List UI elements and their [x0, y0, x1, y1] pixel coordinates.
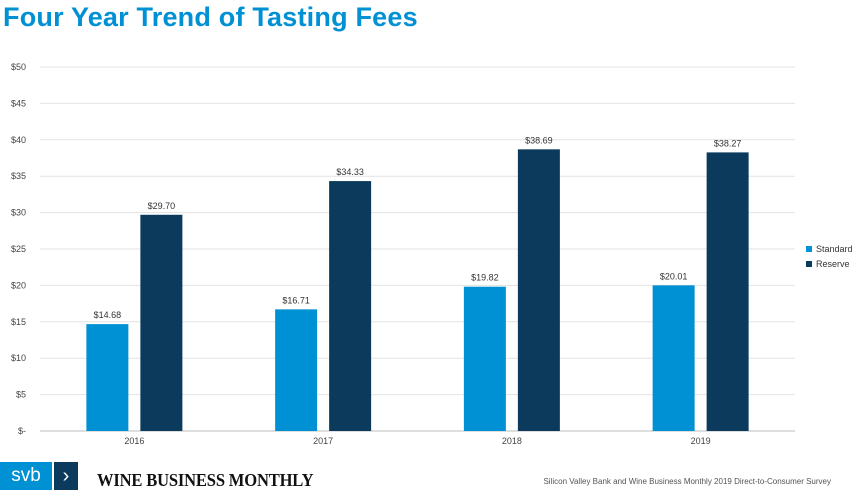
svb-logo: svb › [0, 462, 78, 490]
bar-reserve-2018 [517, 149, 560, 432]
y-tick-label: $30 [11, 208, 26, 218]
x-tick-label: 2018 [502, 436, 522, 446]
x-tick-label: 2016 [124, 436, 144, 446]
bar-standard-2016 [86, 324, 129, 431]
legend-label-standard: Standard [816, 243, 853, 254]
bar-reserve-2016 [140, 214, 183, 431]
chevron-right-icon: › [54, 462, 78, 490]
legend-item-standard: Standard [806, 241, 853, 256]
y-tick-label: $20 [11, 280, 26, 290]
legend-swatch-reserve [806, 260, 812, 267]
legend-label-reserve: Reserve [816, 258, 850, 269]
source-note: Silicon Valley Bank and Wine Business Mo… [543, 477, 831, 486]
data-label: $19.82 [471, 273, 499, 283]
data-label: $34.33 [336, 167, 364, 177]
y-tick-label: $10 [11, 353, 26, 363]
bar-reserve-2017 [329, 181, 372, 431]
y-tick-label: $35 [11, 171, 26, 181]
x-tick-label: 2017 [313, 436, 333, 446]
bar-standard-2017 [275, 309, 318, 431]
data-label: $38.27 [714, 138, 742, 148]
bar-standard-2019 [652, 285, 695, 431]
y-tick-label: $40 [11, 135, 26, 145]
y-tick-label: $50 [11, 62, 26, 72]
y-tick-label: $25 [11, 244, 26, 254]
y-tick-label: $- [18, 426, 26, 436]
data-label: $16.71 [282, 295, 310, 305]
legend: Standard Reserve [806, 241, 853, 271]
y-tick-label: $5 [16, 390, 26, 400]
data-label: $14.68 [94, 310, 122, 320]
y-tick-label: $45 [11, 98, 26, 108]
y-tick-label: $15 [11, 317, 26, 327]
data-label: $20.01 [660, 271, 688, 281]
data-label: $29.70 [148, 201, 176, 211]
wine-business-monthly-logo: WINE BUSINESS MONTHLY [97, 470, 314, 490]
svb-logo-text: svb [0, 462, 52, 490]
x-tick-label: 2019 [691, 436, 711, 446]
legend-item-reserve: Reserve [806, 256, 853, 271]
legend-swatch-standard [806, 245, 812, 252]
data-label: $38.69 [525, 135, 553, 145]
chart-title: Four Year Trend of Tasting Fees [3, 2, 418, 32]
bar-chart: $- $5 $10 $15 $20 $25 $30 $35 $40 $45 $50 2016 $14.6… [11, 62, 795, 446]
bar-reserve-2019 [706, 152, 749, 431]
bar-standard-2018 [463, 286, 506, 431]
